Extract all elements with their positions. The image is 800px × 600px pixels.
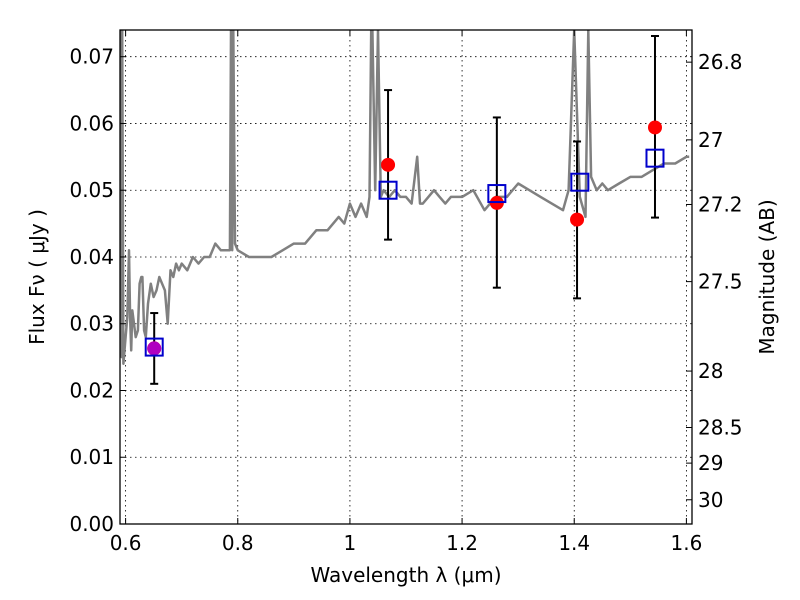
- model-band-square: [487, 184, 507, 204]
- mag-tick-label: 28.5: [698, 416, 743, 440]
- model-band-square: [378, 180, 398, 200]
- mag-tick-label: 29: [698, 451, 723, 475]
- mag-tick-label: 28: [698, 359, 723, 383]
- observed-flux-point: [647, 120, 662, 135]
- y-tick-label: 0.04: [69, 245, 114, 269]
- model-band-square: [570, 172, 590, 192]
- y-axis-left: 0.00 0.01 0.02 0.03 0.04 0.05 0.06 0.07: [69, 45, 126, 536]
- plot-frame: [119, 29, 693, 525]
- x-tick-label: 1.4: [558, 531, 590, 555]
- x-tick-label: 1: [344, 531, 357, 555]
- observed-flux-point: [381, 157, 396, 172]
- x-tick-label: 0.6: [110, 531, 142, 555]
- y-tick-label: 0.07: [69, 45, 114, 69]
- mag-tick-label: 27: [698, 128, 723, 152]
- observed-flux-point: [570, 212, 585, 227]
- x-tick-label: 1.2: [446, 531, 478, 555]
- y-axis-label: Flux Fν ( μJy ): [25, 209, 49, 345]
- mag-tick-label: 26.8: [698, 50, 743, 74]
- y-tick-label: 0.06: [69, 111, 114, 135]
- x-tick-label: 0.8: [222, 531, 254, 555]
- x-tick-label: 1.6: [670, 531, 702, 555]
- y-axis-right: 26.8 27 27.2 27.5 28 28.5 29 30: [686, 50, 743, 512]
- plot-area: [120, 30, 690, 385]
- mag-tick-label: 27.2: [698, 192, 743, 216]
- highlight-point: [147, 341, 162, 356]
- y-tick-label: 0.00: [69, 512, 114, 536]
- mag-tick-label: 30: [698, 488, 723, 512]
- y-tick-label: 0.05: [69, 178, 114, 202]
- model-band-square: [645, 148, 665, 168]
- model-spectrum-line: [120, 30, 690, 366]
- grid-lines: [120, 30, 692, 524]
- mag-tick-label: 27.5: [698, 270, 743, 294]
- x-axis-label: Wavelength λ (μm): [310, 563, 501, 587]
- y-tick-label: 0.01: [69, 445, 114, 469]
- x-axis: 0.6 0.8 1 1.2 1.4 1.6: [110, 30, 702, 555]
- model-band-square: [144, 337, 164, 357]
- y-tick-label: 0.03: [69, 312, 114, 336]
- right-axis-label: Magnitude (AB): [755, 199, 779, 354]
- y-tick-label: 0.02: [69, 378, 114, 402]
